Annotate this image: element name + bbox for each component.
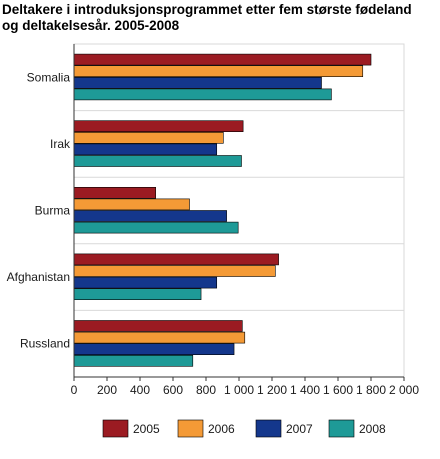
legend: 2005 2006 2007 2008	[102, 419, 386, 438]
legend-label: 2006	[208, 422, 235, 436]
category-label: Burma	[35, 204, 71, 218]
bar	[73, 276, 218, 289]
bar	[73, 143, 218, 156]
bar	[73, 354, 194, 367]
category-label: Afghanistan	[7, 270, 70, 284]
bar	[73, 77, 322, 89]
category-label: Russland	[20, 337, 70, 351]
bar	[73, 221, 239, 234]
chart-title-line-1: Deltakere i introduksjonsprogrammet ette…	[2, 2, 412, 17]
category-label: Somalia	[27, 70, 71, 84]
bar	[73, 155, 242, 167]
x-tick-label: 1 800	[356, 383, 386, 397]
bar	[73, 210, 227, 222]
bar	[73, 253, 279, 266]
x-tick-label: 800	[196, 383, 216, 397]
legend-swatch	[102, 419, 129, 438]
bar	[73, 343, 235, 356]
legend-label: 2008	[359, 422, 386, 436]
legend-label: 2007	[286, 422, 313, 436]
x-tick-label: 2 000	[389, 383, 419, 397]
x-tick-label: 0	[71, 383, 78, 397]
bar	[73, 187, 156, 199]
x-tick-label: 600	[163, 383, 183, 397]
bar	[73, 320, 243, 332]
category-label: Irak	[50, 137, 71, 151]
x-tick-label: 1 000	[224, 383, 254, 397]
x-tick-label: 200	[97, 383, 117, 397]
plot-area: 0 200 400 600 800 1 000 1 200 1 400 1 600 1 800 2 …	[7, 43, 419, 397]
bar	[73, 65, 364, 77]
bar	[73, 288, 202, 301]
legend-swatch	[177, 419, 204, 438]
legend-label: 2005	[133, 422, 160, 436]
bar	[73, 132, 224, 144]
bar	[73, 198, 190, 211]
x-tick-label: 400	[130, 383, 150, 397]
legend-swatch	[255, 419, 282, 438]
chart-title-line-2: og deltakelsesår. 2005-2008	[2, 18, 180, 33]
bar	[73, 120, 244, 132]
x-tick-label: 1 400	[290, 383, 320, 397]
x-tick-label: 1 200	[257, 383, 287, 397]
bar	[73, 331, 246, 344]
bar	[73, 265, 276, 277]
bar	[73, 53, 372, 66]
bar	[73, 88, 332, 101]
x-tick-label: 1 600	[323, 383, 353, 397]
legend-swatch	[328, 419, 355, 438]
